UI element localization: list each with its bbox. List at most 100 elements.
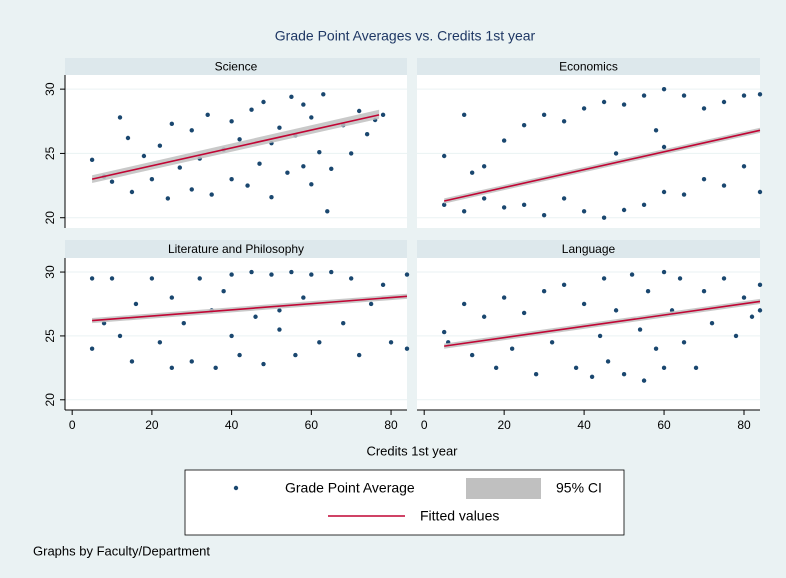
point bbox=[261, 361, 266, 367]
strip bbox=[65, 58, 407, 75]
point bbox=[721, 183, 727, 188]
point bbox=[641, 93, 647, 98]
point bbox=[197, 276, 202, 281]
panel-title: Language bbox=[562, 242, 616, 256]
point bbox=[573, 365, 579, 371]
point bbox=[229, 272, 234, 277]
legend-marker bbox=[233, 485, 239, 491]
note: Graphs by Faculty/Department bbox=[33, 543, 210, 558]
point bbox=[601, 99, 607, 105]
x-tick-label: 0 bbox=[69, 418, 76, 432]
point bbox=[693, 365, 699, 371]
x-tick-label: 60 bbox=[305, 418, 319, 432]
point bbox=[701, 289, 707, 294]
chart-title: Grade Point Averages vs. Credits 1st yea… bbox=[275, 28, 536, 44]
point bbox=[541, 112, 547, 118]
point bbox=[461, 112, 467, 118]
point bbox=[149, 176, 155, 182]
x-tick-label: 80 bbox=[737, 418, 751, 432]
x-tick-label: 40 bbox=[225, 418, 239, 432]
point bbox=[521, 310, 527, 316]
x-tick-label: 40 bbox=[577, 418, 591, 432]
point bbox=[613, 151, 619, 156]
point bbox=[293, 352, 298, 358]
point bbox=[237, 137, 242, 142]
point bbox=[317, 340, 322, 345]
point bbox=[677, 276, 683, 281]
point bbox=[589, 374, 595, 379]
y-tick-label: 30 bbox=[43, 82, 57, 96]
point bbox=[245, 183, 250, 188]
point bbox=[269, 272, 274, 277]
point bbox=[277, 308, 282, 313]
point bbox=[317, 149, 322, 155]
point bbox=[109, 179, 115, 184]
point bbox=[741, 93, 747, 98]
point bbox=[356, 108, 362, 114]
point bbox=[581, 106, 587, 111]
point bbox=[709, 320, 715, 326]
point bbox=[637, 327, 643, 332]
point bbox=[661, 365, 667, 371]
point bbox=[285, 170, 290, 175]
point bbox=[229, 333, 234, 339]
point bbox=[141, 153, 147, 159]
panel-title: Science bbox=[215, 60, 258, 74]
point bbox=[621, 372, 627, 377]
point bbox=[89, 276, 95, 281]
point bbox=[325, 209, 330, 214]
point bbox=[601, 276, 607, 281]
point bbox=[661, 144, 667, 150]
point bbox=[229, 119, 234, 124]
point bbox=[177, 165, 182, 170]
point bbox=[221, 289, 226, 294]
point bbox=[253, 314, 258, 319]
point bbox=[269, 194, 274, 200]
point bbox=[441, 329, 447, 335]
point bbox=[157, 143, 163, 148]
point bbox=[613, 308, 619, 313]
point bbox=[329, 166, 334, 172]
point bbox=[368, 301, 374, 307]
point bbox=[521, 202, 527, 208]
point bbox=[261, 99, 266, 105]
plot-area bbox=[65, 258, 407, 410]
point bbox=[309, 272, 314, 277]
point bbox=[237, 352, 242, 358]
point bbox=[125, 135, 131, 141]
point bbox=[701, 176, 707, 182]
point bbox=[597, 333, 603, 339]
point bbox=[461, 209, 467, 214]
point bbox=[509, 346, 515, 351]
x-tick-label: 80 bbox=[384, 418, 398, 432]
point bbox=[348, 151, 354, 156]
point bbox=[441, 202, 447, 208]
fit-line bbox=[92, 295, 408, 322]
point bbox=[341, 320, 346, 326]
point bbox=[561, 119, 567, 124]
point bbox=[109, 276, 115, 281]
point bbox=[257, 161, 262, 166]
strip bbox=[417, 58, 760, 75]
point bbox=[721, 276, 727, 281]
point bbox=[653, 128, 659, 133]
plot-area bbox=[65, 75, 407, 228]
point bbox=[129, 189, 135, 195]
point bbox=[749, 314, 755, 319]
point bbox=[356, 352, 362, 358]
y-tick-label: 30 bbox=[43, 265, 57, 279]
point bbox=[380, 112, 386, 118]
point bbox=[561, 282, 567, 288]
point bbox=[189, 187, 194, 192]
point bbox=[493, 365, 499, 371]
point bbox=[645, 289, 651, 294]
fit-line bbox=[444, 129, 761, 202]
point bbox=[309, 115, 314, 120]
point bbox=[388, 340, 394, 345]
point bbox=[277, 327, 282, 332]
point bbox=[213, 365, 218, 371]
point bbox=[380, 282, 386, 288]
plot-area bbox=[417, 258, 760, 410]
point bbox=[481, 196, 487, 201]
